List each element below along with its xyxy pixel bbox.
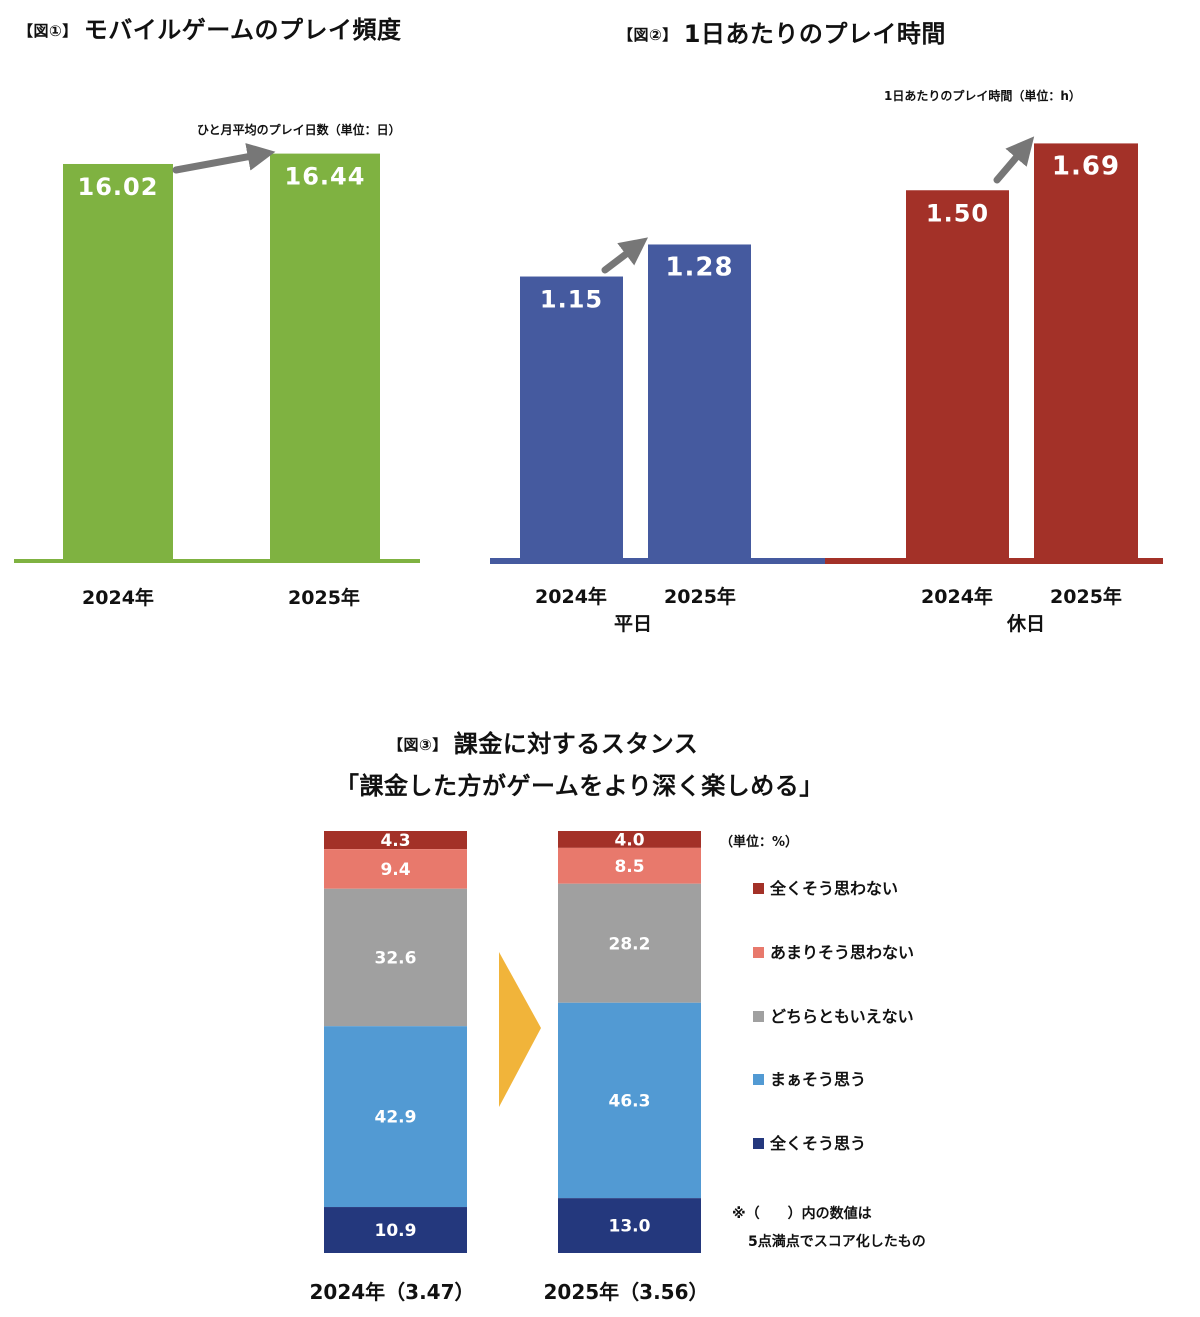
fig3-xlabel-2024: 2024年（3.47） bbox=[309, 1280, 475, 1304]
legend-swatch bbox=[753, 1074, 764, 1085]
stack-segment-2024-disagree bbox=[324, 849, 467, 889]
legend-item-agree: まぁそう思う bbox=[753, 1066, 866, 1090]
fig2-group-holiday: 休日 bbox=[1006, 613, 1046, 635]
legend-label: まぁそう思う bbox=[770, 1070, 867, 1089]
fig3-footnote-line2: 5点満点でスコア化したもの bbox=[748, 1234, 926, 1250]
stack-label-2024-agree: 42.9 bbox=[375, 1108, 417, 1128]
legend-item-disagree: あまりそう思わない bbox=[753, 939, 914, 963]
legend-label: どちらともいえない bbox=[770, 1007, 914, 1026]
stack-label-2024-strong-disagree: 4.3 bbox=[380, 831, 410, 851]
legend-label: あまりそう思わない bbox=[770, 943, 915, 962]
fig1-unit-note: ひと月平均のプレイ日数（単位：日） bbox=[197, 123, 401, 137]
fig1-increase-arrow bbox=[172, 143, 276, 174]
fig2-bar-weekday-2024 bbox=[520, 276, 623, 560]
stack-chart: 4.3 9.4 32.6 42.9 10.9 4.0 8.5 28.2 46.3 13.0 bbox=[324, 830, 701, 1253]
fig3-title: 【図③】 課金に対するスタンス bbox=[388, 724, 698, 759]
stack-label-2024-strong-agree: 10.9 bbox=[375, 1221, 417, 1241]
legend-swatch bbox=[753, 1011, 764, 1022]
fig2-xlabel-holiday-2025: 2025年 bbox=[1050, 586, 1122, 608]
fig3-unit-note: （単位：%） bbox=[720, 835, 799, 850]
fig3-xlabel-2025: 2025年（3.56） bbox=[543, 1280, 709, 1304]
legend-item-strong-agree: 全くそう思う bbox=[753, 1130, 866, 1154]
stack-segment-2024-agree bbox=[324, 1026, 467, 1208]
fig2-unit-note: 1日あたりのプレイ時間（単位：h） bbox=[884, 89, 1081, 103]
fig2-bar-holiday-2024 bbox=[906, 190, 1009, 560]
fig2-bar-holiday-2025-value-label: 1.69 bbox=[1052, 151, 1120, 181]
stack-label-2024-neutral: 32.6 bbox=[375, 948, 417, 968]
fig1-bar-2024 bbox=[63, 163, 173, 560]
fig2-weekday-increase-arrow bbox=[601, 237, 649, 274]
stack-segment-2024-neutral bbox=[324, 888, 467, 1027]
stack-label-2025-disagree: 8.5 bbox=[614, 857, 644, 877]
fig2-group-weekday: 平日 bbox=[613, 613, 653, 635]
fig3-tag: 【図③】 bbox=[388, 736, 448, 754]
transition-chevron bbox=[499, 952, 541, 1107]
fig1-title: 【図①】 モバイルゲームのプレイ頻度 bbox=[18, 10, 401, 45]
legend-swatch bbox=[753, 883, 764, 894]
stack-segment-2025-disagree bbox=[558, 847, 701, 884]
stack-label-2025-strong-agree: 13.0 bbox=[609, 1217, 651, 1237]
legend-swatch bbox=[753, 1138, 764, 1149]
legend-swatch bbox=[753, 947, 764, 958]
top-charts: 16.02 16.44 1.15 1.28 1.50 1.69 bbox=[14, 136, 1163, 564]
legend-label: 全くそう思わない bbox=[770, 879, 899, 898]
stack-label-2025-strong-disagree: 4.0 bbox=[614, 830, 644, 850]
fig3-title-line1: 課金に対するスタンス bbox=[453, 730, 699, 758]
fig1-title-text: モバイルゲームのプレイ頻度 bbox=[83, 16, 402, 44]
fig2-tag: 【図②】 bbox=[618, 26, 678, 44]
stack-segment-2025-agree bbox=[558, 1002, 701, 1199]
fig2-holiday-increase-arrow bbox=[993, 136, 1035, 184]
stack-segment-2025-neutral bbox=[558, 883, 701, 1003]
legend-label: 全くそう思う bbox=[770, 1134, 867, 1153]
fig2-bar-holiday-2024-value-label: 1.50 bbox=[926, 199, 989, 227]
fig2-xlabel-weekday-2024: 2024年 bbox=[535, 586, 607, 608]
fig2-bar-holiday-2025 bbox=[1034, 143, 1138, 561]
stack-label-2025-neutral: 28.2 bbox=[609, 934, 651, 954]
stack-segment-2024-strong-disagree bbox=[324, 831, 467, 850]
fig2-xlabel-weekday-2025: 2025年 bbox=[664, 586, 736, 608]
fig2-title: 【図②】 1日あたりのプレイ時間 bbox=[618, 14, 946, 49]
fig1-xlabel-2025: 2025年 bbox=[288, 587, 360, 609]
fig2-bar-weekday-2024-value-label: 1.15 bbox=[540, 286, 603, 314]
stack-segment-2024-strong-agree bbox=[324, 1207, 467, 1253]
fig1-bar-2024-value-label: 16.02 bbox=[78, 173, 159, 201]
legend-item-neutral: どちらともいえない bbox=[753, 1003, 914, 1027]
stack-segment-2025-strong-disagree bbox=[558, 831, 701, 848]
legend-item-strong-disagree: 全くそう思わない bbox=[753, 875, 898, 899]
fig1-bar-2025 bbox=[270, 153, 380, 560]
fig1-bar-2025-value-label: 16.44 bbox=[285, 163, 366, 191]
fig3-title-line2: 「課金した方がゲームをより深く楽しめる」 bbox=[335, 772, 824, 800]
fig1-tag: 【図①】 bbox=[18, 22, 78, 40]
stack-segment-2025-strong-agree bbox=[558, 1198, 701, 1253]
fig3-footnote-line1: ※（ ）内の数値は bbox=[732, 1206, 872, 1222]
fig2-xlabel-holiday-2024: 2024年 bbox=[921, 586, 993, 608]
stack-label-2024-disagree: 9.4 bbox=[380, 860, 410, 880]
stack-label-2025-agree: 46.3 bbox=[609, 1091, 651, 1111]
fig2-bar-weekday-2025-value-label: 1.28 bbox=[665, 252, 733, 282]
fig1-xlabel-2024: 2024年 bbox=[82, 587, 154, 609]
fig2-title-text: 1日あたりのプレイ時間 bbox=[683, 20, 946, 48]
fig2-bar-weekday-2025 bbox=[648, 244, 751, 561]
